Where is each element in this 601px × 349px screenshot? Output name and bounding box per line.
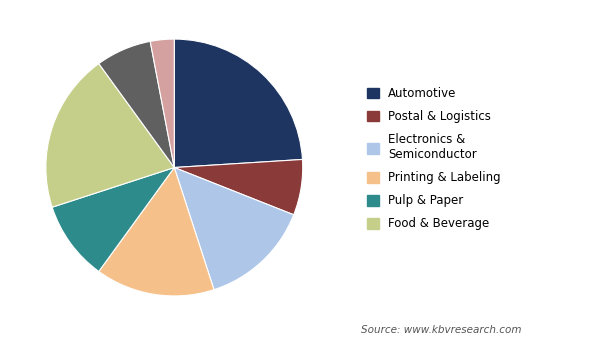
Text: Source: www.kbvresearch.com: Source: www.kbvresearch.com <box>361 325 521 335</box>
Wedge shape <box>150 39 174 168</box>
Legend: Automotive, Postal & Logistics, Electronics &
Semiconductor, Printing & Labeling: Automotive, Postal & Logistics, Electron… <box>367 87 501 230</box>
Wedge shape <box>46 64 174 207</box>
Wedge shape <box>99 168 214 296</box>
Wedge shape <box>174 168 294 290</box>
Wedge shape <box>99 42 174 168</box>
Wedge shape <box>52 168 174 272</box>
Wedge shape <box>174 159 303 215</box>
Wedge shape <box>174 39 302 168</box>
